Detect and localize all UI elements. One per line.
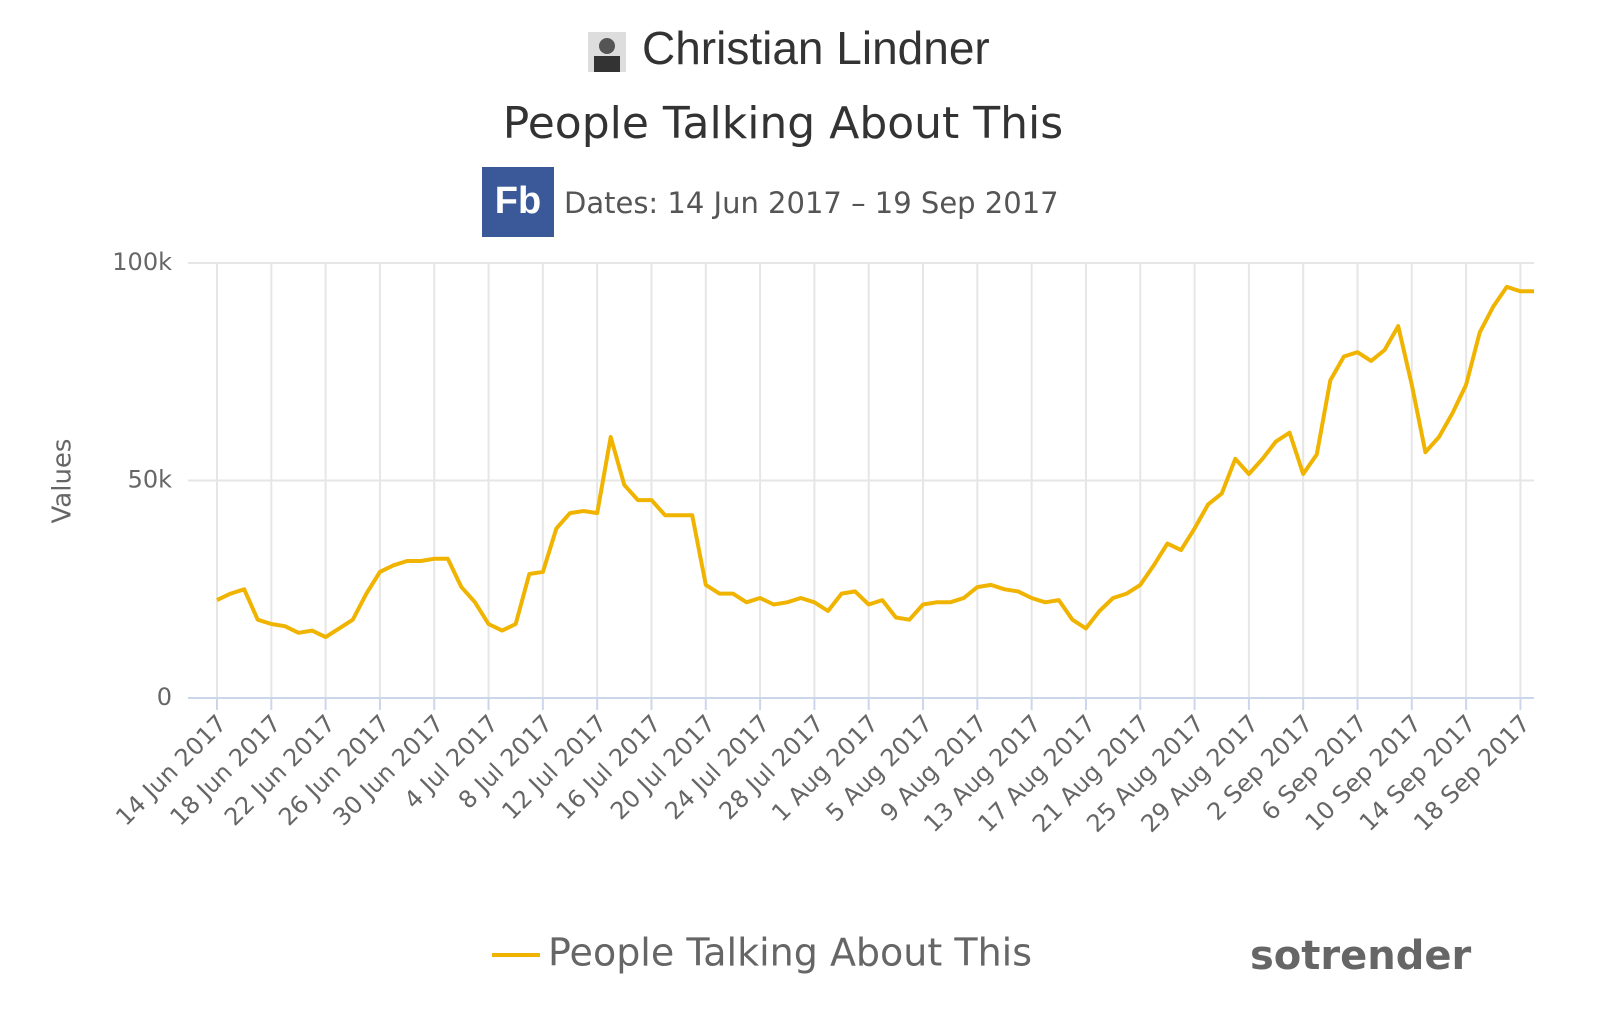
chart-title: People Talking About This [503, 98, 1063, 149]
watermark: sotrender [1250, 933, 1472, 979]
subtitle: Dates: 14 Jun 2017 – 19 Sep 2017 [564, 186, 1059, 220]
line [216, 284, 1534, 640]
header: Christian Lindner [642, 22, 990, 74]
y-tick-label: 50k [128, 466, 173, 494]
y-axis-label: Values [48, 439, 78, 524]
y-tick-label: 0 [157, 683, 172, 711]
y-tick-label: 100k [112, 248, 172, 276]
legend-label: People Talking About This [548, 931, 1032, 975]
badge: Fb [495, 180, 541, 222]
badge-box [482, 167, 554, 237]
avatar [588, 32, 626, 72]
